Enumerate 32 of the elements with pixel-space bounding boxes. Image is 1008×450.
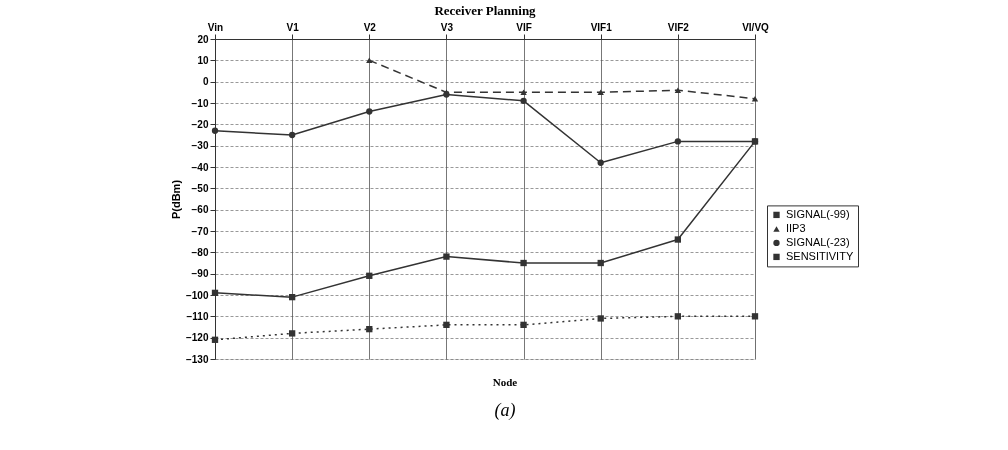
x-tick-label: VIF2 xyxy=(667,21,690,33)
text: (a) xyxy=(494,400,516,421)
y-tick-label: −30 xyxy=(191,140,209,152)
y-tick-label: −40 xyxy=(191,161,209,173)
y-tick-label: −50 xyxy=(191,182,209,194)
x-tick-label: V2 xyxy=(363,21,377,33)
legend-label: SENSITIVITY xyxy=(786,249,854,262)
y-tick-label: −90 xyxy=(191,268,209,280)
y-tick-label: −20 xyxy=(191,118,209,130)
legend-label: SIGNAL(-99) xyxy=(786,207,850,220)
y-tick-label: −10 xyxy=(191,97,209,109)
x-tick-label: VIF1 xyxy=(590,21,613,33)
x-tick-label: Vin xyxy=(207,21,224,33)
y-tick-label: −110 xyxy=(186,310,209,322)
legend-label: SIGNAL(-23) xyxy=(786,235,850,248)
y-tick-label: 0 xyxy=(202,76,209,88)
x-axis-title: Node xyxy=(492,376,518,388)
x-tick-label: V3 xyxy=(440,21,454,33)
y-tick-label: 20 xyxy=(197,33,209,45)
y-tick-label: −100 xyxy=(185,289,209,301)
chart-title: Receiver Planning xyxy=(434,3,537,18)
y-tick-label: −70 xyxy=(191,225,209,237)
y-tick-label: −80 xyxy=(191,246,209,258)
y-tick-label: −130 xyxy=(185,353,209,365)
x-tick-label: V1 xyxy=(286,21,300,33)
y-tick-label: −120 xyxy=(185,332,209,344)
legend-label: IIP3 xyxy=(786,221,806,234)
y-tick-label: −60 xyxy=(191,204,209,216)
x-tick-label: VIF xyxy=(516,21,532,33)
y-tick-label: 10 xyxy=(197,54,209,66)
y-axis-title: P(dBm) xyxy=(169,179,182,220)
x-tick-label: VI/VQ xyxy=(742,21,770,33)
